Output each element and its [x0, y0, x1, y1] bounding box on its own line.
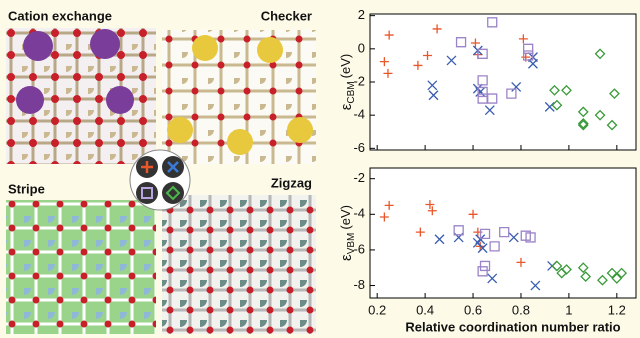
structure-panels: Cation exchange Checker Stripe Zigzag — [6, 8, 316, 334]
x-tick-label: 0.6 — [464, 302, 482, 317]
y-label-subscript: CBM — [346, 81, 357, 103]
structure-label: Stripe — [8, 181, 45, 196]
atom — [287, 117, 313, 143]
atom — [192, 35, 218, 61]
structure-label: Cation exchange — [8, 8, 112, 23]
atom — [227, 129, 253, 155]
x-axis-label: Relative coordination number ratio — [405, 319, 620, 334]
x-tick-label: 1 — [565, 302, 572, 317]
y-tick-label: -2 — [353, 170, 365, 185]
y-tick-label: -4 — [353, 206, 365, 221]
atom — [257, 37, 283, 63]
atom — [23, 31, 53, 61]
x-tick-label: 1.2 — [608, 302, 626, 317]
legend-ring — [130, 150, 190, 210]
y-axis-label: εCBM(eV) — [338, 54, 357, 110]
atom — [167, 117, 193, 143]
y-tick-label: 2 — [358, 7, 365, 22]
atom — [106, 86, 134, 114]
atom — [16, 86, 44, 114]
plot-frame — [370, 14, 636, 150]
figure: Cation exchange Checker Stripe Zigzag -6… — [0, 0, 640, 338]
atom — [90, 29, 120, 59]
plot-frame — [370, 168, 636, 298]
legend-dot — [136, 182, 158, 204]
y-tick-label: -6 — [353, 140, 365, 155]
x-tick-label: 0.4 — [416, 302, 434, 317]
stripe-image — [6, 200, 156, 334]
y-tick-label: -8 — [353, 277, 365, 292]
structure-label: Checker — [261, 8, 312, 23]
legend-key — [130, 150, 190, 210]
y-tick-label: -4 — [353, 107, 365, 122]
legend-dot — [162, 182, 184, 204]
structure-label: Zigzag — [271, 175, 312, 190]
x-tick-label: 0.2 — [368, 302, 386, 317]
zigzag-image — [162, 195, 316, 334]
y-label-unit: (eV) — [338, 205, 353, 230]
y-label-subscript: VBM — [346, 233, 357, 255]
y-label-unit: (eV) — [338, 54, 353, 79]
x-tick-label: 0.8 — [512, 302, 530, 317]
y-tick-label: 0 — [358, 40, 365, 55]
